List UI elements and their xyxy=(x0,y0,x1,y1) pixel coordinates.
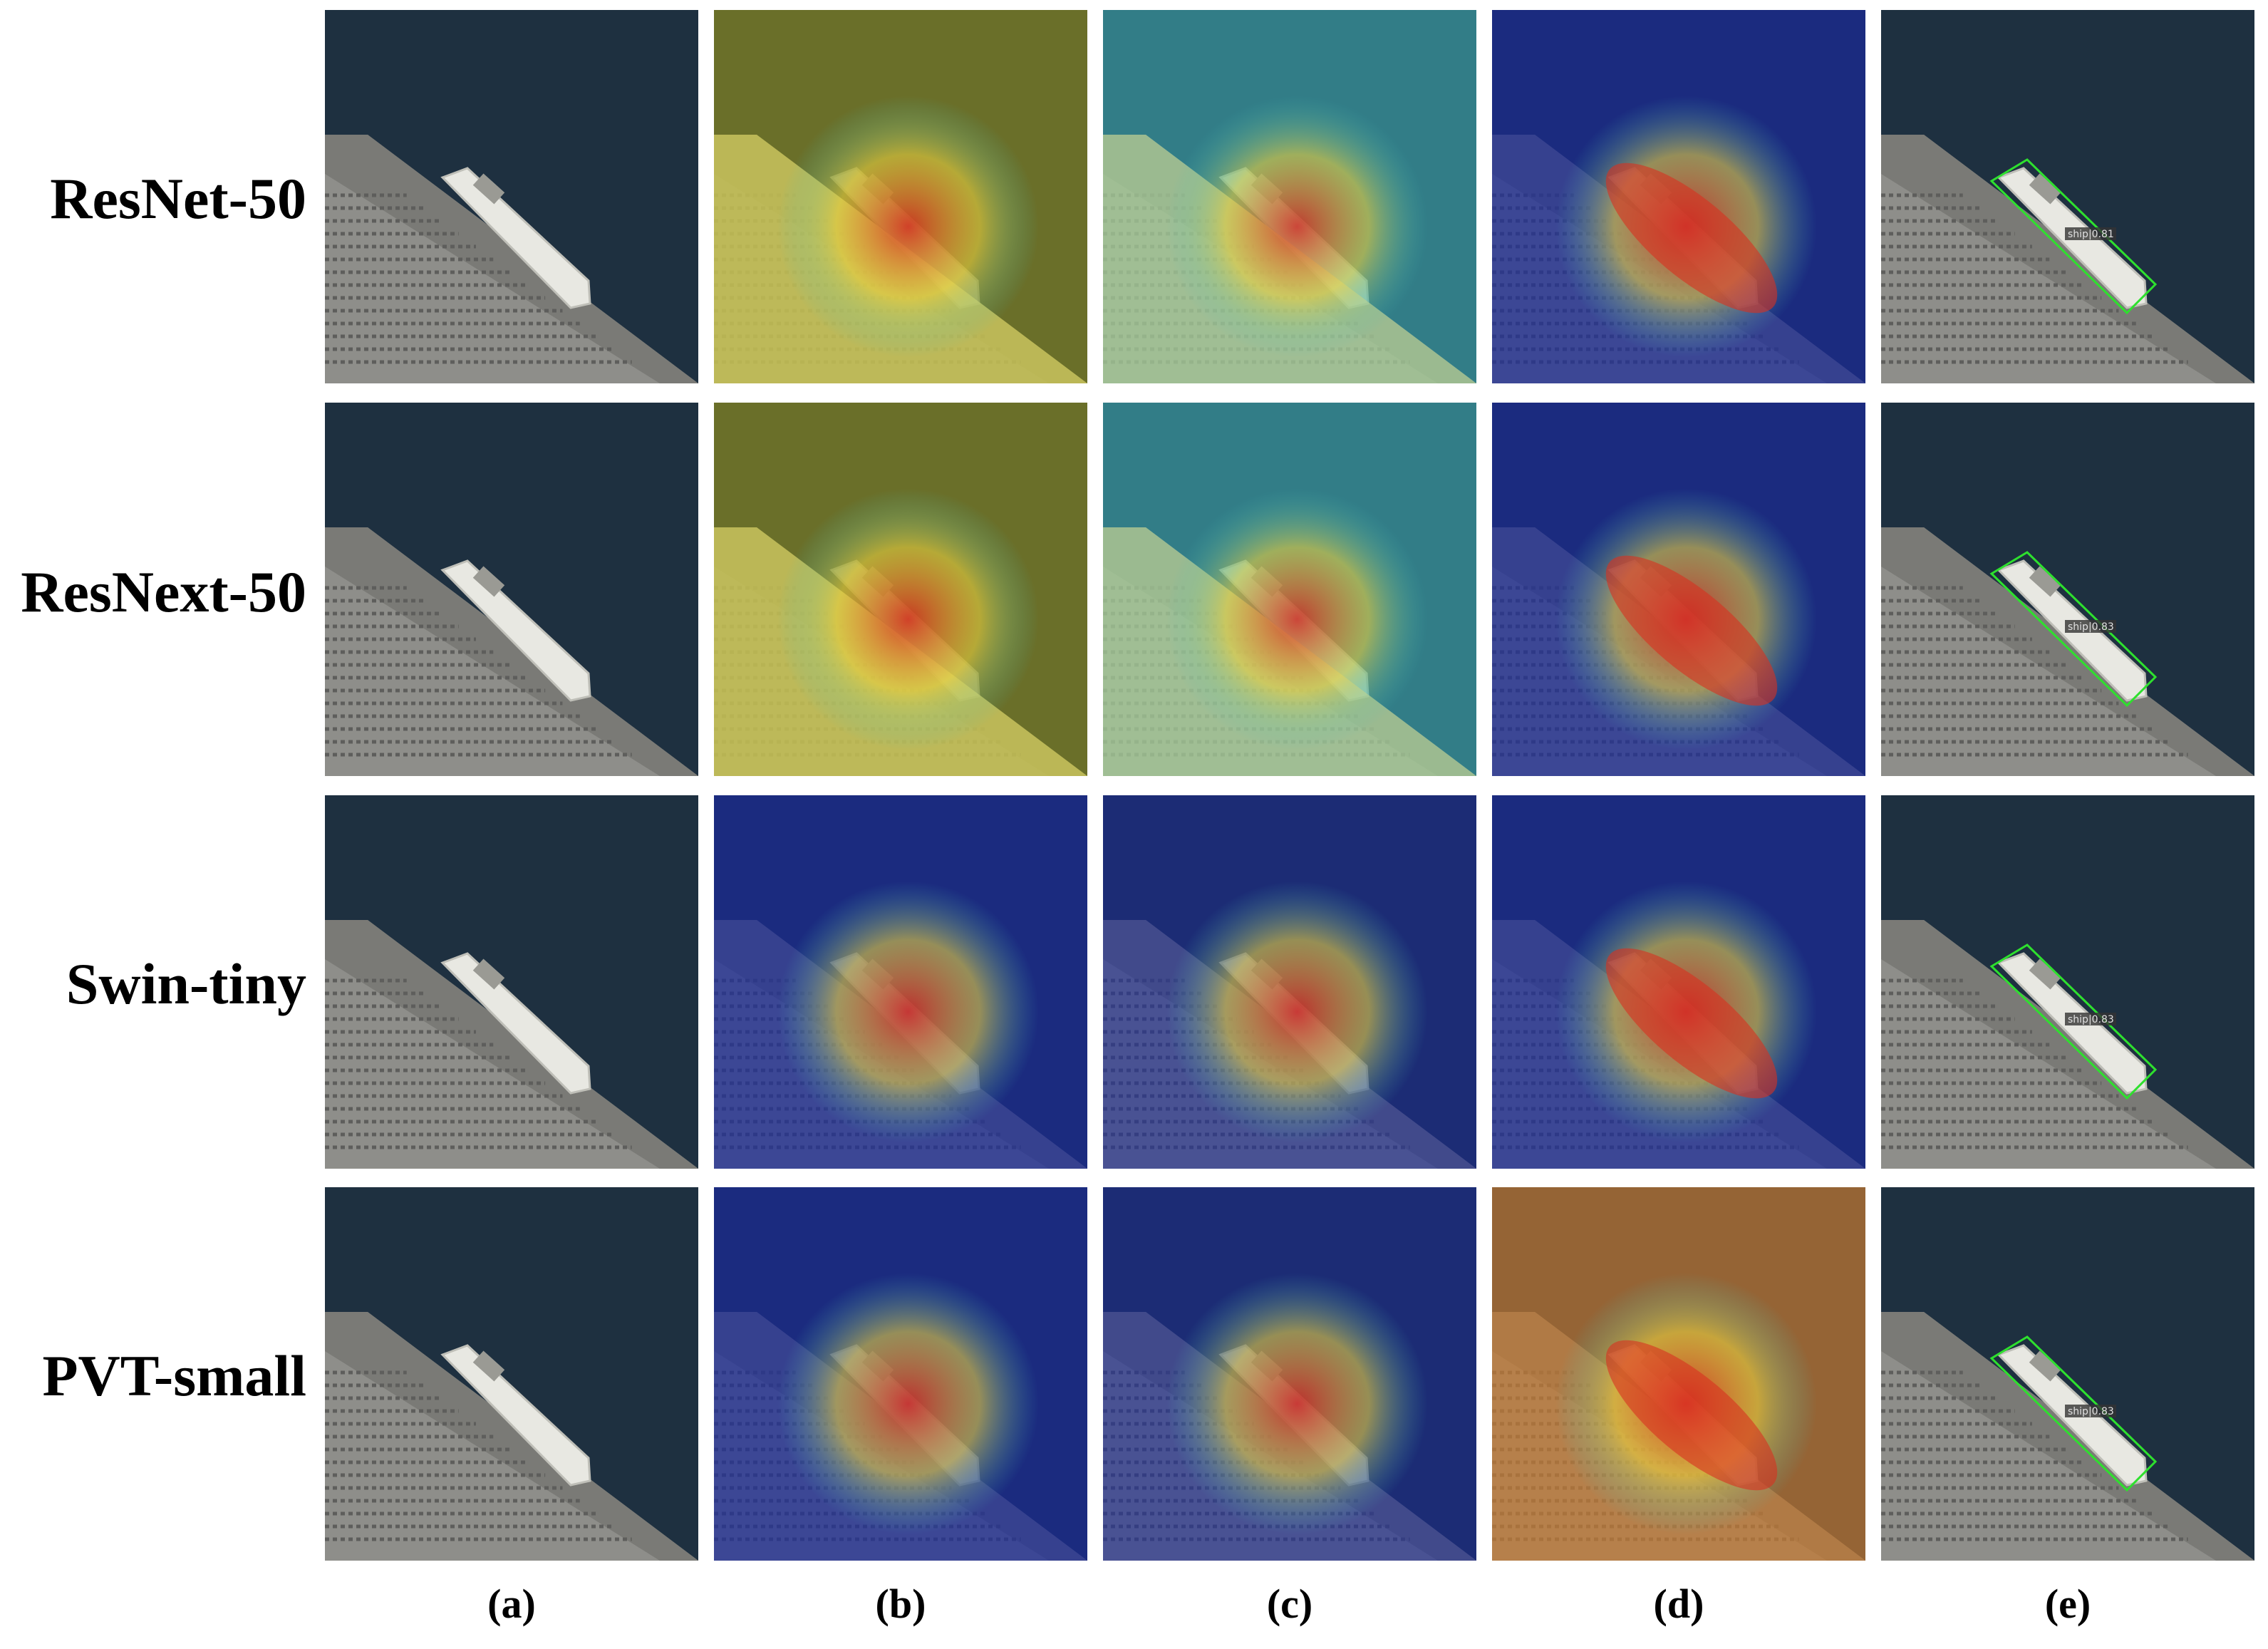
panel-pvt-small-a xyxy=(325,1187,698,1561)
heatmap-hotspot xyxy=(1103,403,1476,776)
heatmap-hotspot xyxy=(714,403,1087,776)
heatmap-hotspot xyxy=(1103,795,1476,1169)
panel-resnet50-d xyxy=(1492,10,1865,383)
detection-box xyxy=(1989,1335,2158,1492)
detection-label-bg xyxy=(2065,1013,2116,1025)
panel-resnext50-c xyxy=(1103,403,1476,776)
ship xyxy=(440,1344,591,1487)
ship-deck xyxy=(472,566,505,597)
heatmap-hotspot xyxy=(714,1187,1087,1561)
detection-label: ship|0.81 xyxy=(2068,229,2114,240)
heatmap-hotspot xyxy=(714,795,1087,1169)
detection-label: ship|0.83 xyxy=(2068,1406,2114,1417)
heatmap-ship-hotspot xyxy=(1605,555,1778,706)
detection-box xyxy=(1989,551,2158,708)
ship-deck xyxy=(2029,566,2061,597)
heatmap-hotspot xyxy=(1103,10,1476,383)
panel-resnext50-d xyxy=(1492,403,1865,776)
col-label-a: (a) xyxy=(487,1581,536,1627)
col-label-c: (c) xyxy=(1266,1581,1313,1627)
ship xyxy=(440,167,591,309)
panel-resnet50-a xyxy=(325,10,698,383)
col-label-e: (e) xyxy=(2044,1581,2091,1627)
row-label-resnet50: ResNet-50 xyxy=(50,166,306,231)
panel-resnet50-b xyxy=(714,10,1087,383)
panel-swin-tiny-e: ship|0.83 xyxy=(1881,795,2254,1169)
panel-swin-tiny-a xyxy=(325,795,698,1169)
col-label-d: (d) xyxy=(1653,1581,1704,1627)
panel-pvt-small-e: ship|0.83 xyxy=(1881,1187,2254,1561)
row-label-resnext50: ResNext-50 xyxy=(21,559,306,624)
heatmap-hotspot xyxy=(714,10,1087,383)
detection-label: ship|0.83 xyxy=(2068,1014,2114,1025)
panel-resnext50-e: ship|0.83 xyxy=(1881,403,2254,776)
panel-swin-tiny-d xyxy=(1492,795,1865,1169)
detection-label: ship|0.83 xyxy=(2068,621,2114,633)
panel-pvt-small-b xyxy=(714,1187,1087,1561)
panel-resnet50-c xyxy=(1103,10,1476,383)
ship-deck xyxy=(2029,958,2061,990)
panel-pvt-small-d xyxy=(1492,1187,1865,1561)
row-label-pvt-small: PVT-small xyxy=(42,1343,306,1408)
panel-pvt-small-c xyxy=(1103,1187,1476,1561)
ship-deck xyxy=(2029,173,2061,205)
panel-swin-tiny-b xyxy=(714,795,1087,1169)
panel-resnet50-e: ship|0.81 xyxy=(1881,10,2254,383)
ship-deck xyxy=(472,1350,505,1382)
detection-label-bg xyxy=(2065,1405,2116,1417)
heatmap-hotspot xyxy=(1103,1187,1476,1561)
ship-deck xyxy=(472,958,505,990)
detection-box xyxy=(1989,944,2158,1100)
panel-resnext50-b xyxy=(714,403,1087,776)
ship-deck xyxy=(472,173,505,205)
ship-deck xyxy=(2029,1350,2061,1382)
panel-swin-tiny-c xyxy=(1103,795,1476,1169)
detection-label-bg xyxy=(2065,620,2116,633)
ship xyxy=(440,952,591,1095)
heatmap-ship-hotspot xyxy=(1605,948,1778,1099)
panel-resnext50-a xyxy=(325,403,698,776)
row-label-swin-tiny: Swin-tiny xyxy=(66,951,306,1016)
col-label-b: (b) xyxy=(875,1581,926,1627)
detection-label-bg xyxy=(2065,227,2116,240)
detection-box xyxy=(1989,158,2158,315)
ship xyxy=(440,559,591,702)
heatmap-ship-hotspot xyxy=(1605,162,1778,314)
heatmap-ship-hotspot xyxy=(1605,1340,1778,1491)
